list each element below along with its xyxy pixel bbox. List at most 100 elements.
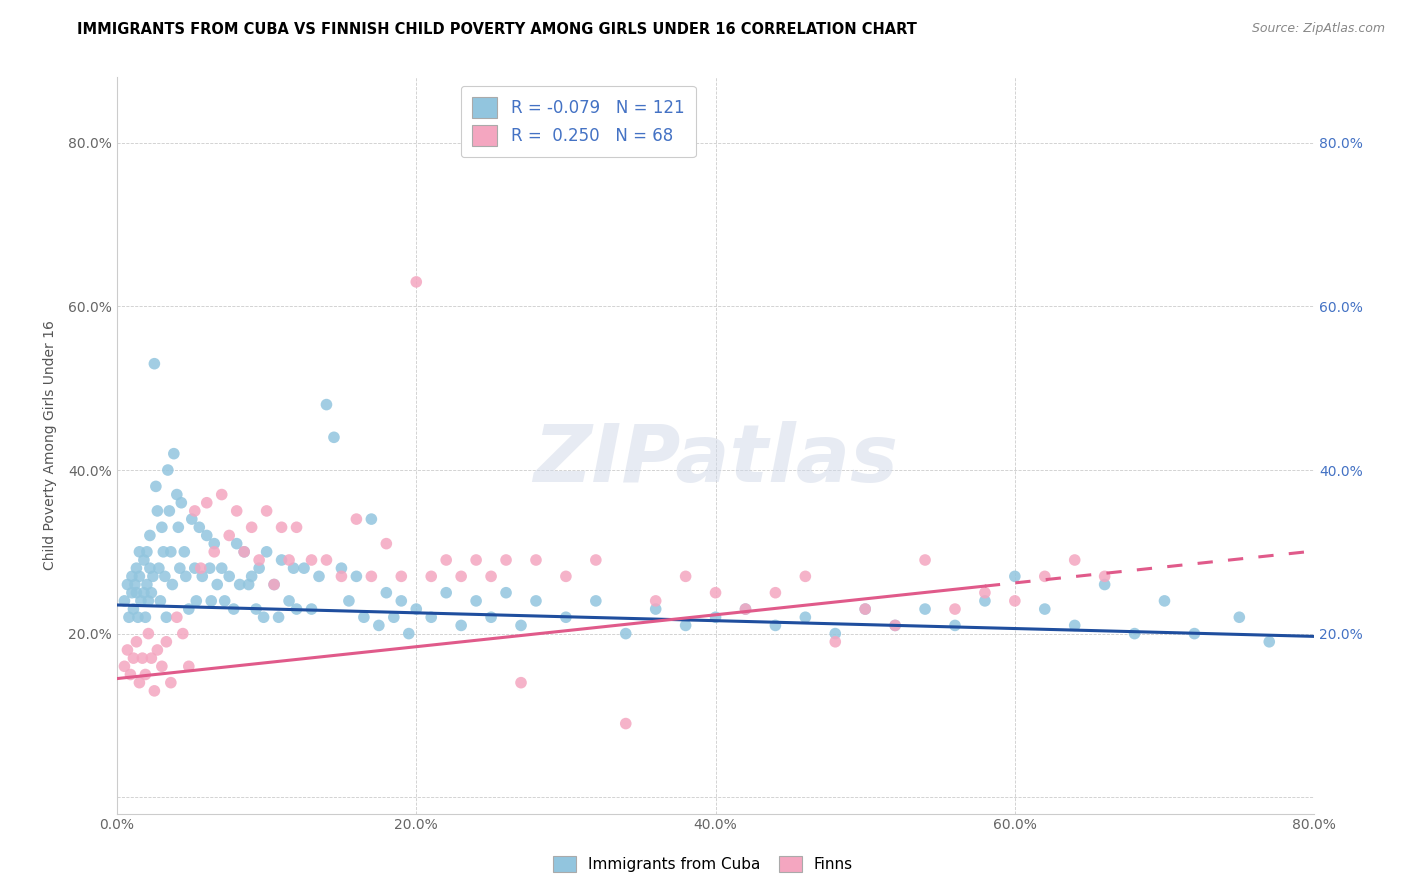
Point [146, 643, 169, 657]
Point [375, 536, 398, 550]
Point [315, 398, 337, 412]
Y-axis label: Child Poverty Among Girls Under 16: Child Poverty Among Girls Under 16 [44, 320, 58, 570]
Point [301, 553, 323, 567]
Point [398, 626, 420, 640]
Point [510, 675, 533, 690]
Point [143, 357, 166, 371]
Point [765, 618, 787, 632]
Point [675, 618, 697, 632]
Point [974, 594, 997, 608]
Point [118, 610, 141, 624]
Point [157, 504, 180, 518]
Point [375, 585, 398, 599]
Point [162, 577, 184, 591]
Point [153, 569, 176, 583]
Point [434, 553, 457, 567]
Point [270, 520, 292, 534]
Point [198, 561, 221, 575]
Point [344, 512, 367, 526]
Point [450, 569, 472, 583]
Point [1004, 569, 1026, 583]
Point [1123, 626, 1146, 640]
Point [495, 553, 517, 567]
Point [150, 520, 173, 534]
Point [170, 496, 193, 510]
Point [180, 512, 202, 526]
Point [252, 610, 274, 624]
Text: ZIPatlas: ZIPatlas [533, 421, 898, 500]
Point [128, 545, 150, 559]
Point [256, 545, 278, 559]
Point [117, 577, 139, 591]
Point [166, 487, 188, 501]
Point [1094, 569, 1116, 583]
Point [173, 545, 195, 559]
Point [285, 520, 308, 534]
Point [146, 504, 169, 518]
Point [1258, 634, 1281, 648]
Point [222, 602, 245, 616]
Point [1063, 553, 1085, 567]
Point [360, 569, 382, 583]
Point [285, 602, 308, 616]
Point [167, 520, 190, 534]
Point [824, 634, 846, 648]
Point [117, 643, 139, 657]
Point [278, 553, 301, 567]
Point [124, 577, 146, 591]
Point [360, 512, 382, 526]
Point [524, 553, 547, 567]
Point [943, 618, 966, 632]
Point [382, 610, 405, 624]
Point [614, 716, 637, 731]
Point [214, 594, 236, 608]
Point [794, 610, 817, 624]
Point [389, 569, 412, 583]
Point [389, 594, 412, 608]
Point [128, 569, 150, 583]
Point [245, 602, 267, 616]
Point [156, 463, 179, 477]
Text: Source: ZipAtlas.com: Source: ZipAtlas.com [1251, 22, 1385, 36]
Point [405, 602, 427, 616]
Point [853, 602, 876, 616]
Point [1184, 626, 1206, 640]
Point [914, 602, 936, 616]
Point [139, 561, 162, 575]
Point [367, 618, 389, 632]
Point [1033, 569, 1056, 583]
Point [308, 569, 330, 583]
Point [155, 634, 177, 648]
Point [233, 545, 256, 559]
Point [125, 634, 148, 648]
Point [134, 667, 156, 681]
Point [974, 585, 997, 599]
Point [190, 561, 212, 575]
Point [135, 577, 157, 591]
Point [121, 585, 143, 599]
Point [644, 594, 666, 608]
Point [614, 626, 637, 640]
Point [1033, 602, 1056, 616]
Point [160, 675, 183, 690]
Point [914, 553, 936, 567]
Point [434, 585, 457, 599]
Point [138, 594, 160, 608]
Point [585, 553, 607, 567]
Point [150, 659, 173, 673]
Point [218, 528, 240, 542]
Point [160, 545, 183, 559]
Point [247, 553, 270, 567]
Point [141, 585, 163, 599]
Point [240, 569, 263, 583]
Point [256, 504, 278, 518]
Point [114, 659, 136, 673]
Point [1004, 594, 1026, 608]
Point [132, 553, 155, 567]
Point [202, 545, 225, 559]
Point [228, 577, 250, 591]
Point [184, 561, 207, 575]
Point [420, 569, 443, 583]
Point [479, 569, 502, 583]
Point [943, 602, 966, 616]
